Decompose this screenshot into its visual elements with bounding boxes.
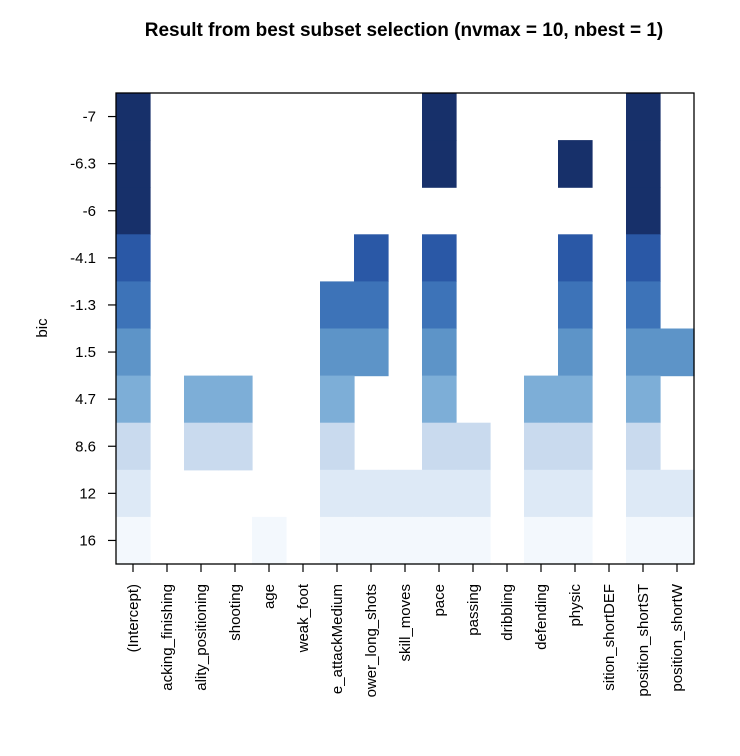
chart-title: Result from best subset selection (nvmax… [145,20,663,41]
heatmap-cell [422,328,457,377]
heatmap-cell [354,516,389,565]
x-tick-label: pace [431,584,448,617]
heatmap-cell [422,234,457,282]
y-tick-label: 4.7 [75,391,96,408]
heatmap-cell [422,93,457,141]
heatmap-cell [558,234,593,282]
heatmap-cell [116,375,151,424]
heatmap-cell [422,469,457,518]
heatmap-cell [456,422,491,471]
heatmap-cell [388,516,423,565]
x-tick-label: defending [533,584,550,650]
x-tick-label: e_attackMedium [329,584,346,694]
x-tick-label: sition_shortDEF [601,584,618,691]
heatmap-cell [320,516,355,565]
heatmap-cell [354,328,389,377]
x-tick-label: ality_positioning [193,584,210,691]
heatmap-cell [320,469,355,518]
heatmap-cell [524,422,559,471]
heatmap-cell [320,422,355,471]
x-tick-label: acking_finishing [159,584,176,691]
heatmap-cell [116,422,151,471]
x-tick-label: age [261,584,278,609]
heatmap-cell [184,422,219,471]
y-tick-label: -6.3 [70,156,96,173]
x-tick-label: passing [465,584,482,636]
heatmap-cell [558,469,593,518]
heatmap-cell [422,281,457,330]
y-tick-label: -6 [83,203,96,220]
heatmap-cell [660,469,695,518]
x-tick-label: shooting [227,584,244,641]
heatmap-cell [626,516,661,565]
heatmap-cell [660,328,695,377]
heatmap-cell [354,234,389,282]
heatmap-cell [626,375,661,424]
heatmap-cell [626,234,661,282]
heatmap-cell [626,328,661,377]
heatmap-cell [116,281,151,330]
heatmap-cell [524,516,559,565]
heatmap-cell [422,375,457,424]
y-tick-label: 8.6 [75,438,96,455]
heatmap-cell [660,516,695,565]
x-tick-label: skill_moves [397,584,414,662]
heatmap-cell [558,516,593,565]
y-tick-label: 12 [79,485,96,502]
heatmap-cell [320,375,355,424]
x-tick-label: physic [567,584,584,627]
heatmap-cell [320,281,355,330]
x-tick-label: (Intercept) [125,584,142,652]
heatmap-cell [558,375,593,424]
heatmap-cell [218,375,253,424]
heatmap-cell [422,516,457,565]
heatmap-cell [626,187,661,235]
heatmap-cell [116,516,151,565]
heatmap-cell [626,93,661,141]
y-tick-label: -7 [83,109,96,126]
heatmap-cell [116,187,151,235]
y-axis: -7 -6.3 -6 -4.1 -1.3 1.5 4.7 8.6 12 16 [70,109,116,549]
heatmap-cell [252,516,287,565]
heatmap-cell [456,469,491,518]
heatmap-cell [524,375,559,424]
x-tick-label: position_shortST [635,584,652,697]
heatmap-cells [116,93,695,565]
heatmap-cell [422,422,457,471]
x-tick-label: dribbling [499,584,516,641]
heatmap-cell [626,422,661,471]
heatmap-cell [524,469,559,518]
heatmap-cell [558,140,593,188]
y-tick-label: -1.3 [70,297,96,314]
heatmap-cell [116,234,151,282]
y-tick-label: 1.5 [75,344,96,361]
heatmap-cell [116,469,151,518]
heatmap-cell [218,422,253,471]
heatmap-cell [558,422,593,471]
heatmap-cell [456,516,491,565]
heatmap-cell [626,281,661,330]
heatmap-cell [626,140,661,188]
heatmap-cell [626,469,661,518]
heatmap-cell [422,140,457,188]
y-tick-label: 16 [79,532,96,549]
x-tick-label: position_shortW [669,583,686,691]
x-tick-label: ower_long_shots [363,584,380,697]
heatmap-cell [388,469,423,518]
heatmap-cell [116,140,151,188]
heatmap-cell [116,93,151,141]
heatmap-cell [354,281,389,330]
x-axis: (Intercept) acking_finishing ality_positio… [125,564,686,697]
heatmap-cell [320,328,355,377]
y-axis-label: bic [34,318,51,338]
y-tick-label: -4.1 [70,250,96,267]
heatmap-cell [116,328,151,377]
x-tick-label: weak_foot [295,583,312,653]
heatmap-cell [354,469,389,518]
heatmap-cell [558,281,593,330]
heatmap-cell [558,328,593,377]
heatmap-cell [184,375,219,424]
